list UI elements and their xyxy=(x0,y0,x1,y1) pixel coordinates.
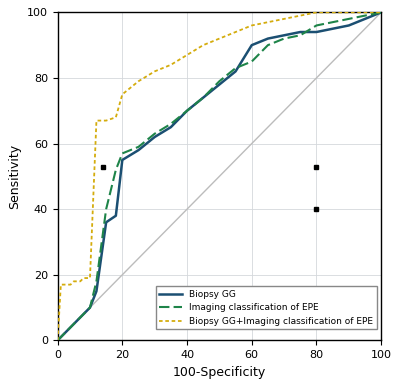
Y-axis label: Sensitivity: Sensitivity xyxy=(8,144,21,209)
X-axis label: 100-Specificity: 100-Specificity xyxy=(173,366,266,378)
Legend: Biopsy GG, Imaging classification of EPE, Biopsy GG+Imaging classification of EP: Biopsy GG, Imaging classification of EPE… xyxy=(156,286,377,329)
